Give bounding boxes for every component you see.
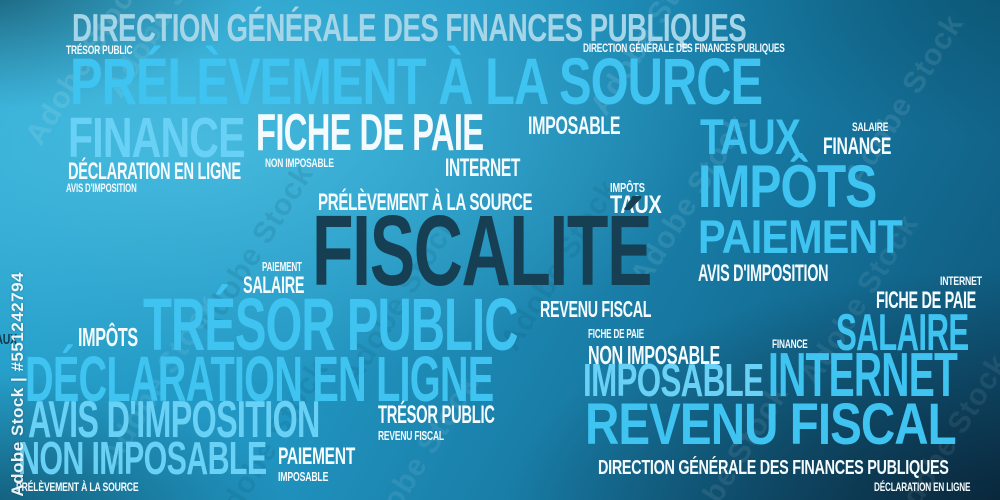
cloud-word: SALAIRE bbox=[836, 304, 969, 362]
cloud-word: INTERNET bbox=[768, 341, 958, 410]
adobe-stock-id-watermark: Adobe Stock | #551242794 bbox=[8, 272, 27, 497]
cloud-word: NON IMPOSABLE bbox=[588, 340, 720, 370]
cloud-word: IMPOSABLE bbox=[278, 469, 329, 484]
cloud-word: AVIS D'IMPOSITION bbox=[66, 181, 137, 195]
cloud-word: PAIEMENT bbox=[262, 259, 302, 274]
cloud-word: DÉCLARATION EN LIGNE bbox=[68, 158, 241, 185]
cloud-word: PRÉLÈVEMENT À LA SOURCE bbox=[16, 480, 139, 494]
cloud-word: AVIS D'IMPOSITION bbox=[28, 391, 320, 449]
cloud-word: INTERNET bbox=[940, 274, 982, 288]
cloud-word: INTERNET bbox=[445, 154, 521, 182]
cloud-word: DIRECTION GÉNÉRALE DES FINANCES PUBLIQUE… bbox=[72, 7, 747, 50]
cloud-word: IMPOSABLE bbox=[528, 112, 621, 140]
cloud-word: DIRECTION GÉNÉRALE DES FINANCES PUBLIQUE… bbox=[598, 457, 949, 479]
cloud-word: SALAIRE bbox=[852, 120, 889, 134]
cloud-word: NON IMPOSABLE bbox=[18, 432, 267, 484]
cloud-word: DÉCLARATION EN LIGNE bbox=[25, 343, 494, 415]
cloud-word: TRÉSOR PUBLIC bbox=[378, 401, 495, 429]
cloud-word: PRÉLÈVEMENT À LA SOURCE bbox=[70, 44, 763, 118]
cloud-word: FINANCE bbox=[823, 133, 892, 160]
cloud-word: FINANCE bbox=[772, 337, 808, 351]
cloud-word: PAIEMENT bbox=[278, 443, 355, 470]
cloud-word: REVENU FISCAL bbox=[540, 296, 652, 322]
cloud-word: TAUX bbox=[700, 109, 801, 165]
cloud-word: PRÉLÈVEMENT À LA SOURCE bbox=[318, 189, 533, 216]
cloud-word: FICHE DE PAIE bbox=[256, 104, 484, 162]
cloud-word: AVIS D'IMPOSITION bbox=[698, 260, 829, 287]
cloud-word: DIRECTION GÉNÉRALE DES FINANCES PUBLIQUE… bbox=[583, 41, 785, 55]
cloud-word: TAUX bbox=[0, 331, 17, 348]
cloud-word: DÉCLARATION EN LIGNE bbox=[874, 480, 971, 494]
cloud-word: FICHE DE PAIE bbox=[876, 287, 977, 314]
cloud-word: IMPÔTS bbox=[698, 153, 877, 220]
cloud-word: TRÉSOR PUBLIC bbox=[66, 43, 133, 57]
cloud-word: FICHE DE PAIE bbox=[588, 326, 644, 341]
cloud-word: PAIEMENT bbox=[698, 210, 903, 263]
cloud-word: FISCALITÉ bbox=[312, 195, 652, 307]
cloud-word: TRÉSOR PUBLIC bbox=[143, 283, 518, 366]
cloud-word: SALAIRE bbox=[243, 272, 305, 299]
cloud-word: FINANCE bbox=[68, 106, 245, 170]
cloud-word: REVENU FISCAL bbox=[378, 428, 444, 443]
cloud-word: TAUX bbox=[610, 191, 662, 219]
cloud-word: IMPÔTS bbox=[610, 180, 645, 195]
cloud-word: NON IMPOSABLE bbox=[265, 156, 334, 170]
cloud-word: IMPÔTS bbox=[78, 322, 138, 352]
cloud-word: IMPOSABLE bbox=[583, 354, 764, 406]
cloud-word: REVENU FISCAL bbox=[585, 392, 957, 457]
